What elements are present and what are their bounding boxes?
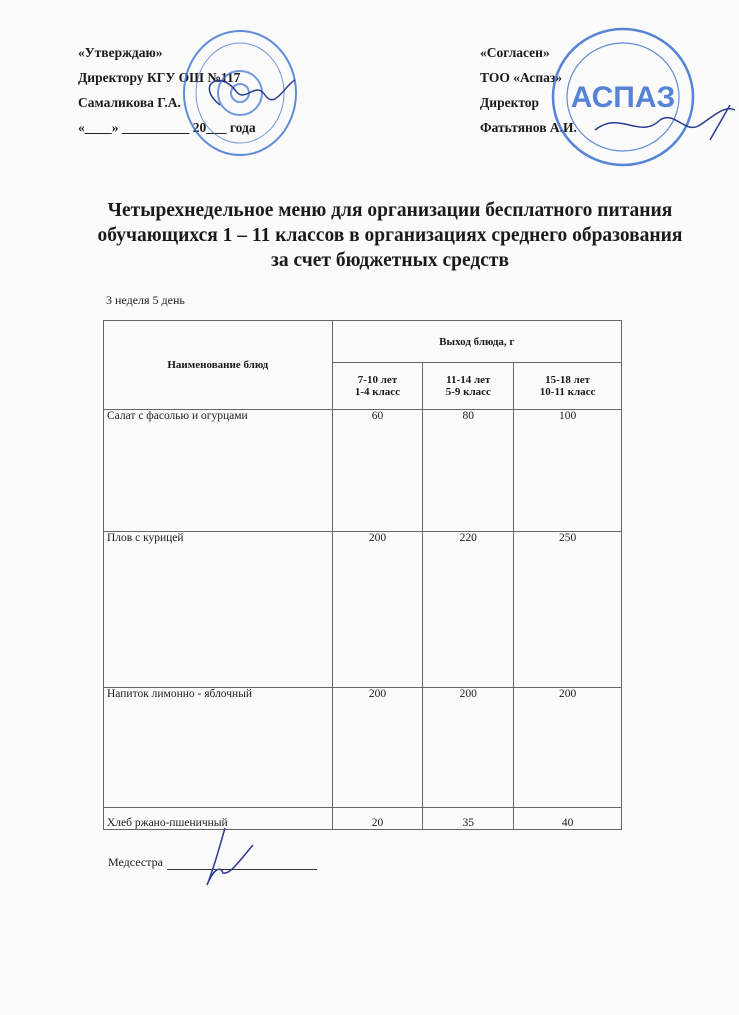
director-signature <box>208 79 296 106</box>
approval-position: Директору КГУ ОШ №117 <box>78 70 241 85</box>
col-age-1: 7-10 лет 1-4 класс <box>331 362 424 410</box>
aspaz-signature <box>594 104 736 141</box>
agreement-label: «Согласен» <box>480 45 550 60</box>
agreement-position: Директор <box>480 95 540 110</box>
approval-name: Самаликова Г.А. <box>78 95 181 110</box>
nurse-label: Медсестра <box>108 855 163 869</box>
svg-text:АСПАЗ: АСПАЗ <box>571 81 676 114</box>
agreement-block: «Согласен» ТОО «Аспаз» Директор Фатьтяно… <box>480 40 577 140</box>
menu-table: Наименование блюд Выход блюда, г 7-10 ле… <box>103 320 623 830</box>
approval-label: «Утверждаю» <box>78 45 163 60</box>
col-dish-name: Наименование блюд <box>103 320 333 410</box>
col-age-3: 15-18 лет 10-11 класс <box>513 362 622 410</box>
col-age-2: 11-14 лет 5-9 класс <box>422 362 515 410</box>
school-stamp <box>183 30 297 156</box>
agreement-name: Фатьтянов А.И. <box>480 120 577 135</box>
week-day: 3 неделя 5 день <box>106 293 185 307</box>
signature-line <box>166 857 317 870</box>
col-yield: Выход блюда, г <box>331 320 623 363</box>
table-row: Плов с курицей 200 220 250 <box>103 531 622 688</box>
table-row: Салат с фасолью и огурцами 60 80 100 <box>103 409 622 532</box>
nurse-signature <box>206 827 254 886</box>
table-row: Напиток лимонно - яблочный 200 200 200 <box>103 687 622 808</box>
page-title: Четырехнедельное меню для организации бе… <box>97 200 683 271</box>
nurse-signature-line: Медсестра <box>108 855 317 870</box>
table-row: Хлеб ржано-пшеничный 20 35 40 <box>103 807 622 830</box>
agreement-org: ТОО «Аспаз» <box>480 70 563 85</box>
aspaz-stamp: АСПАЗ <box>551 27 695 167</box>
